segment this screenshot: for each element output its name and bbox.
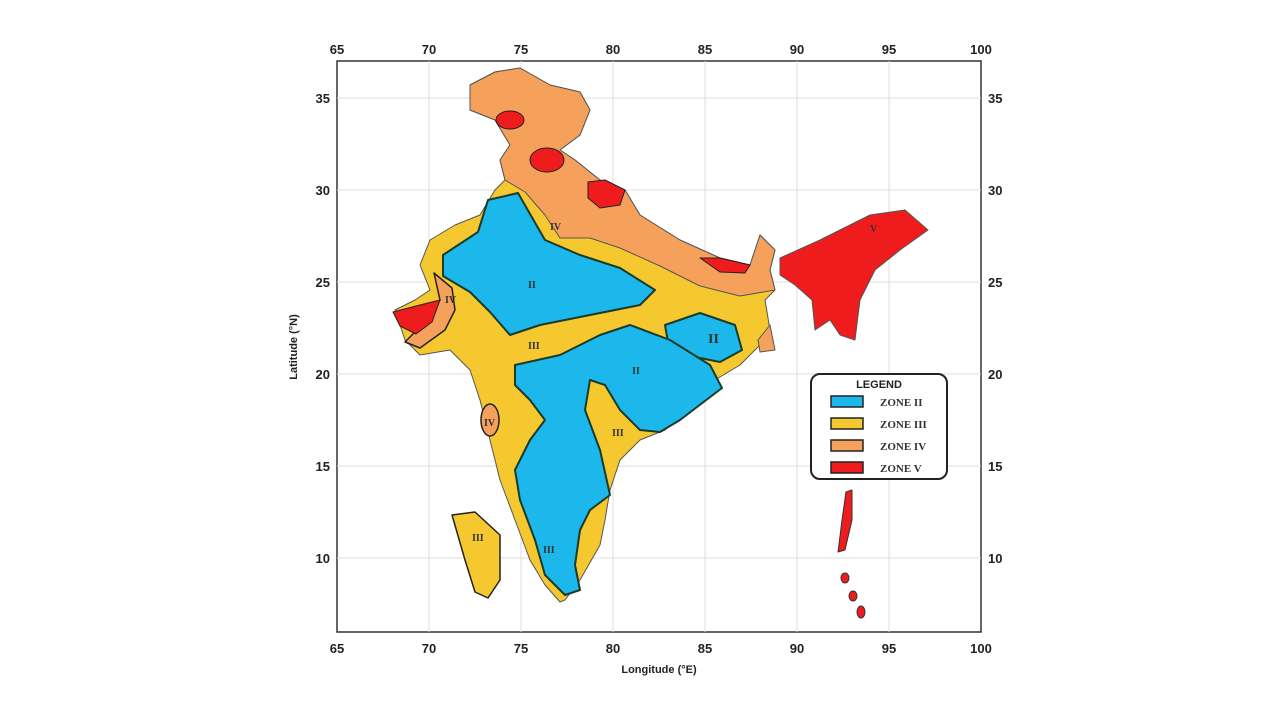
x-tick-label: 100 [970, 641, 992, 656]
x-axis-label: Longitude (°E) [621, 664, 697, 676]
label-zone-ii: II [632, 366, 640, 377]
label-zone-iv: IV [550, 222, 562, 233]
label-zone-iii: III [528, 341, 540, 352]
x-tick-label: 70 [422, 641, 436, 656]
label-zone-iv: IV [484, 418, 496, 429]
x-tick-label: 85 [698, 641, 712, 656]
zone-v-bihar-nepal [699, 257, 751, 274]
y-tick-label: 35 [988, 91, 1002, 106]
legend-label: ZONE IV [880, 441, 926, 453]
y-tick-label: 20 [316, 367, 330, 382]
x-tick-label: 65 [330, 641, 344, 656]
x-tick-label: 70 [422, 42, 436, 57]
y-tick-label: 15 [316, 459, 330, 474]
legend: LEGEND ZONE II ZONE III ZONE IV ZONE V [810, 373, 948, 480]
legend-label: ZONE III [880, 419, 927, 431]
x-tick-label: 75 [514, 42, 528, 57]
x-tick-label: 65 [330, 42, 344, 57]
zone-v-andaman-nicobar [837, 489, 866, 619]
label-zone-iii: III [472, 533, 484, 544]
zone-iv-koyna [480, 403, 500, 437]
zone-iv-himalaya [469, 67, 776, 297]
y-tick-label: 30 [988, 183, 1002, 198]
label-zone-ii: II [528, 280, 536, 291]
x-tick-label: 90 [790, 42, 804, 57]
zone-iii-lakshadweep [451, 511, 501, 599]
y-tick-label: 25 [316, 275, 330, 290]
label-zone-iii: III [543, 545, 555, 556]
y-ticks-right: 35 30 25 20 15 10 [988, 91, 1002, 566]
zone-ii-south [514, 324, 723, 596]
y-tick-label: 25 [988, 275, 1002, 290]
legend-label: ZONE V [880, 463, 922, 475]
y-ticks-left: 35 30 25 20 15 10 [316, 91, 330, 566]
y-tick-label: 10 [988, 551, 1002, 566]
label-zone-iii: III [612, 428, 624, 439]
x-tick-label: 100 [970, 42, 992, 57]
legend-swatch [830, 417, 864, 430]
y-tick-label: 35 [316, 91, 330, 106]
x-ticks-top: 65 70 75 80 85 90 95 100 [330, 42, 992, 57]
x-tick-label: 75 [514, 641, 528, 656]
legend-label: ZONE II [880, 397, 923, 409]
zone-v-northeast [779, 209, 929, 341]
zone-v-uttarakhand [587, 179, 626, 209]
label-zone-ii: II [708, 332, 719, 347]
zone-v-kashmir [495, 110, 525, 130]
x-tick-label: 90 [790, 641, 804, 656]
zone-iv-kolkata [757, 324, 776, 353]
x-tick-label: 95 [882, 42, 896, 57]
x-tick-label: 95 [882, 641, 896, 656]
zone-v-himachal [529, 147, 565, 173]
x-tick-label: 80 [606, 641, 620, 656]
label-zone-iv: IV [445, 295, 457, 306]
y-tick-label: 30 [316, 183, 330, 198]
y-tick-label: 20 [988, 367, 1002, 382]
x-tick-label: 85 [698, 42, 712, 57]
y-axis-label: Latitude (°N) [288, 314, 300, 380]
legend-swatch [830, 395, 864, 408]
zone-ii-north [442, 192, 656, 336]
zone-v-kutch [392, 299, 441, 335]
legend-swatch [830, 461, 864, 474]
y-tick-label: 15 [988, 459, 1002, 474]
y-tick-label: 10 [316, 551, 330, 566]
legend-swatch [830, 439, 864, 452]
x-ticks-bottom: 65 70 75 80 85 90 95 100 [330, 641, 992, 656]
x-tick-label: 80 [606, 42, 620, 57]
legend-title: LEGEND [856, 379, 902, 391]
label-zone-v: V [870, 224, 878, 235]
